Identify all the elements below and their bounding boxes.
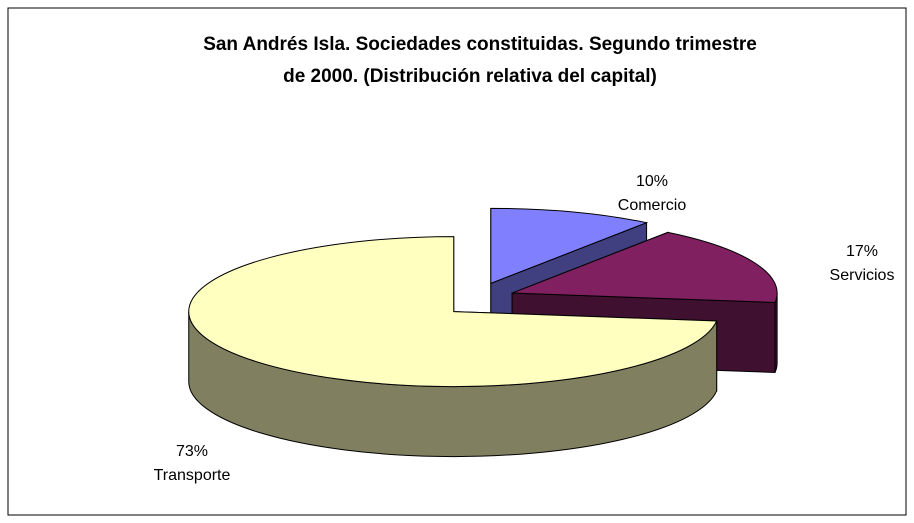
chart-title: de 2000. (Distribución relativa del capi…: [283, 66, 657, 87]
category-label: Comercio: [618, 197, 687, 214]
slice: [511, 231, 778, 303]
chart-title: San Andrés Isla. Sociedades constituidas…: [203, 34, 757, 55]
category-label: Servicios: [830, 267, 895, 284]
data-label: 10%: [636, 173, 668, 190]
slice: [188, 236, 718, 388]
slice-side: [774, 293, 778, 373]
slice: [490, 207, 649, 285]
data-label: 17%: [846, 243, 878, 260]
data-label: 73%: [176, 443, 208, 460]
category-label: Transporte: [154, 467, 231, 484]
